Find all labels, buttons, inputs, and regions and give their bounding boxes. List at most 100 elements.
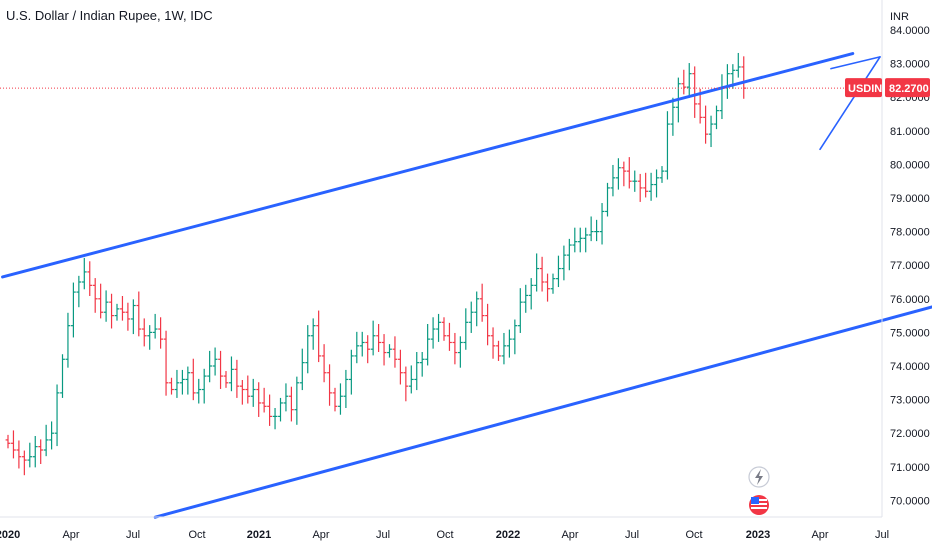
candle xyxy=(370,320,376,356)
candle xyxy=(436,313,441,342)
y-tick-label: 78.0000 xyxy=(890,227,930,239)
y-tick-label: 71.0000 xyxy=(890,462,930,474)
candle xyxy=(692,66,698,118)
candle xyxy=(577,227,583,253)
candle xyxy=(343,369,349,408)
candle xyxy=(381,334,387,366)
candle xyxy=(665,111,670,180)
candle xyxy=(616,158,621,190)
candle xyxy=(256,382,262,417)
candle xyxy=(310,318,316,350)
candle xyxy=(441,317,447,341)
x-tick-label: 2021 xyxy=(247,529,271,541)
candle xyxy=(174,369,180,398)
candle xyxy=(485,303,490,346)
y-tick-label: 75.0000 xyxy=(890,327,930,339)
y-tick-label: 76.0000 xyxy=(890,294,930,306)
y-tick-label: 72.0000 xyxy=(890,428,930,440)
x-tick-label: 2022 xyxy=(496,529,520,541)
candle xyxy=(223,371,229,388)
candle xyxy=(229,356,234,392)
x-tick-label: Apr xyxy=(62,529,79,541)
y-tick-label: 84.0000 xyxy=(890,25,930,37)
candle xyxy=(621,161,627,187)
y-axis: 84.000083.000082.000081.000080.000079.00… xyxy=(890,25,930,507)
candle xyxy=(556,255,561,288)
candle xyxy=(468,301,474,333)
candle xyxy=(218,350,223,389)
candle xyxy=(109,293,114,329)
candle xyxy=(583,227,589,253)
candle xyxy=(479,283,485,322)
candle xyxy=(501,332,507,365)
candle xyxy=(5,434,11,449)
price-badge-symbol-bg xyxy=(845,78,882,98)
candle xyxy=(599,203,605,245)
candle xyxy=(38,439,44,464)
candle xyxy=(76,275,82,308)
y-tick-label: 73.0000 xyxy=(890,395,930,407)
candle xyxy=(21,450,27,476)
channel-upper-line[interactable] xyxy=(1,52,855,279)
drawings-layer xyxy=(1,52,932,519)
y-tick-label: 74.0000 xyxy=(890,361,930,373)
candle xyxy=(49,421,54,450)
candle xyxy=(354,331,360,364)
candle xyxy=(158,317,163,349)
x-tick-label: Jul xyxy=(625,529,639,541)
x-tick-label: Oct xyxy=(685,529,702,541)
candle xyxy=(610,164,616,197)
channel-lower-line[interactable] xyxy=(153,287,932,519)
candle xyxy=(670,97,676,136)
candle xyxy=(741,56,747,99)
price-badge-symbol: USDINR xyxy=(848,83,890,95)
candle xyxy=(626,157,632,189)
triangle-lower-line[interactable] xyxy=(819,56,881,151)
candle xyxy=(523,284,529,313)
candle xyxy=(207,350,213,383)
candle xyxy=(267,394,272,426)
x-tick-label: Apr xyxy=(561,529,578,541)
candle xyxy=(703,105,708,144)
candle xyxy=(512,319,518,355)
candle xyxy=(714,105,719,130)
candle xyxy=(294,376,300,425)
candle xyxy=(708,115,714,148)
candle xyxy=(11,430,16,459)
candle xyxy=(550,273,556,294)
triangle-upper-line[interactable] xyxy=(830,56,881,70)
candle xyxy=(332,387,338,412)
candle xyxy=(457,336,463,368)
candle xyxy=(125,302,131,331)
y-tick-label: 83.0000 xyxy=(890,59,930,71)
candle xyxy=(528,278,534,310)
candle xyxy=(517,288,523,333)
candle xyxy=(376,324,381,352)
candle xyxy=(725,64,730,99)
y-tick-label: 80.0000 xyxy=(890,159,930,171)
candle xyxy=(299,348,305,391)
candle xyxy=(719,74,725,120)
y-tick-label: 77.0000 xyxy=(890,260,930,272)
candle xyxy=(654,169,659,198)
x-tick-label: Jul xyxy=(376,529,390,541)
candle xyxy=(534,253,540,292)
candle xyxy=(245,375,251,404)
candle xyxy=(425,324,431,366)
candle xyxy=(545,273,550,302)
candle xyxy=(152,313,158,339)
candle xyxy=(190,358,196,401)
candle xyxy=(735,52,741,78)
candle xyxy=(43,424,49,457)
candle xyxy=(283,383,289,412)
candle xyxy=(452,332,458,365)
candle xyxy=(392,336,398,368)
us-flag-icon[interactable] xyxy=(749,495,769,515)
candle xyxy=(196,378,202,404)
y-tick-label: 70.0000 xyxy=(890,495,930,507)
candle xyxy=(403,366,409,402)
candle xyxy=(408,365,414,394)
lightning-icon[interactable] xyxy=(748,466,770,488)
candle xyxy=(566,238,572,271)
